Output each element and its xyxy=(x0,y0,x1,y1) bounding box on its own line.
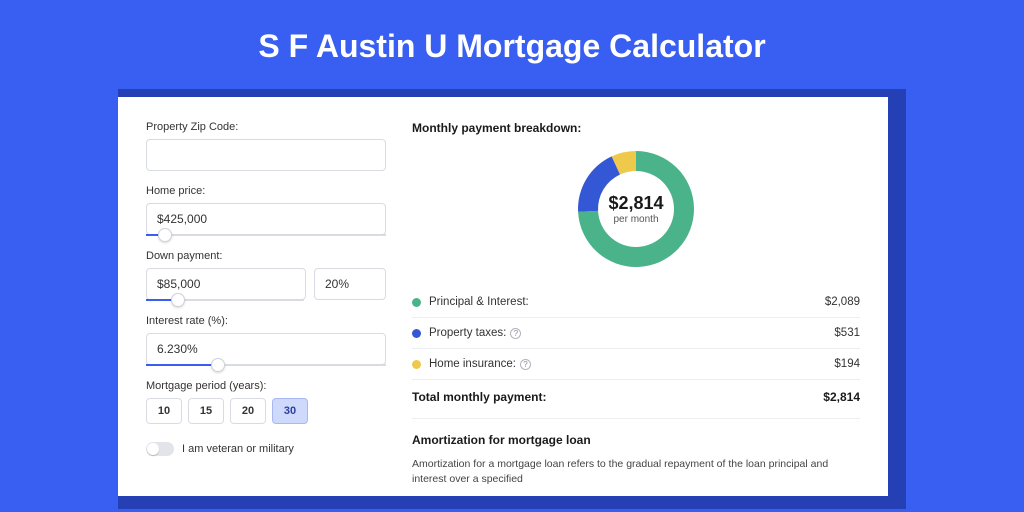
amortization-title: Amortization for mortgage loan xyxy=(412,433,860,447)
legend-rows: Principal & Interest:$2,089Property taxe… xyxy=(412,287,860,379)
zip-field: Property Zip Code: xyxy=(146,121,386,171)
info-icon[interactable]: ? xyxy=(520,359,531,370)
mortgage-period-options: 10152030 xyxy=(146,398,386,424)
info-icon[interactable]: ? xyxy=(510,328,521,339)
down-payment-amount-input[interactable] xyxy=(146,268,306,300)
home-price-slider[interactable] xyxy=(146,234,386,236)
total-label: Total monthly payment: xyxy=(412,390,823,404)
amortization-block: Amortization for mortgage loan Amortizat… xyxy=(412,418,860,486)
breakdown-title: Monthly payment breakdown: xyxy=(412,121,860,135)
veteran-toggle-row: I am veteran or military xyxy=(146,442,386,456)
interest-rate-slider[interactable] xyxy=(146,364,386,366)
legend-row: Home insurance:?$194 xyxy=(412,349,860,379)
home-price-input[interactable] xyxy=(146,203,386,235)
down-payment-label: Down payment: xyxy=(146,250,386,262)
total-row: Total monthly payment: $2,814 xyxy=(412,379,860,412)
veteran-toggle-label: I am veteran or military xyxy=(182,443,294,455)
interest-rate-input[interactable] xyxy=(146,333,386,365)
donut-sub: per month xyxy=(613,214,658,225)
calculator-card: Property Zip Code: Home price: Down paym… xyxy=(118,97,888,496)
veteran-toggle-knob xyxy=(147,443,159,455)
legend-value: $2,089 xyxy=(825,296,860,308)
down-payment-field: Down payment: xyxy=(146,250,386,301)
legend-value: $194 xyxy=(834,358,860,370)
breakdown-column: Monthly payment breakdown: $2,814 per mo… xyxy=(412,121,860,486)
legend-value: $531 xyxy=(834,327,860,339)
legend-dot xyxy=(412,329,421,338)
legend-row: Principal & Interest:$2,089 xyxy=(412,287,860,318)
down-payment-slider[interactable] xyxy=(146,299,304,301)
legend-label: Home insurance:? xyxy=(429,358,834,370)
zip-label: Property Zip Code: xyxy=(146,121,386,133)
donut-center: $2,814 per month xyxy=(576,149,696,269)
legend-label: Property taxes:? xyxy=(429,327,834,339)
interest-rate-slider-thumb[interactable] xyxy=(211,358,225,372)
legend-dot xyxy=(412,360,421,369)
home-price-slider-thumb[interactable] xyxy=(158,228,172,242)
zip-input[interactable] xyxy=(146,139,386,171)
legend-row: Property taxes:?$531 xyxy=(412,318,860,349)
down-payment-pct-input[interactable] xyxy=(314,268,386,300)
page-header: S F Austin U Mortgage Calculator xyxy=(0,0,1024,89)
period-option-30[interactable]: 30 xyxy=(272,398,308,424)
mortgage-period-label: Mortgage period (years): xyxy=(146,380,386,392)
down-payment-slider-thumb[interactable] xyxy=(171,293,185,307)
legend-label: Principal & Interest: xyxy=(429,296,825,308)
donut-chart-wrap: $2,814 per month xyxy=(412,149,860,269)
donut-chart: $2,814 per month xyxy=(576,149,696,269)
home-price-label: Home price: xyxy=(146,185,386,197)
total-value: $2,814 xyxy=(823,390,860,404)
page-title: S F Austin U Mortgage Calculator xyxy=(0,28,1024,65)
amortization-text: Amortization for a mortgage loan refers … xyxy=(412,457,860,486)
veteran-toggle[interactable] xyxy=(146,442,174,456)
card-shadow: Property Zip Code: Home price: Down paym… xyxy=(118,89,906,509)
period-option-20[interactable]: 20 xyxy=(230,398,266,424)
home-price-field: Home price: xyxy=(146,185,386,236)
interest-rate-field: Interest rate (%): xyxy=(146,315,386,366)
interest-rate-label: Interest rate (%): xyxy=(146,315,386,327)
legend-dot xyxy=(412,298,421,307)
donut-amount: $2,814 xyxy=(608,193,663,214)
period-option-10[interactable]: 10 xyxy=(146,398,182,424)
period-option-15[interactable]: 15 xyxy=(188,398,224,424)
form-column: Property Zip Code: Home price: Down paym… xyxy=(146,121,386,486)
mortgage-period-field: Mortgage period (years): 10152030 xyxy=(146,380,386,424)
